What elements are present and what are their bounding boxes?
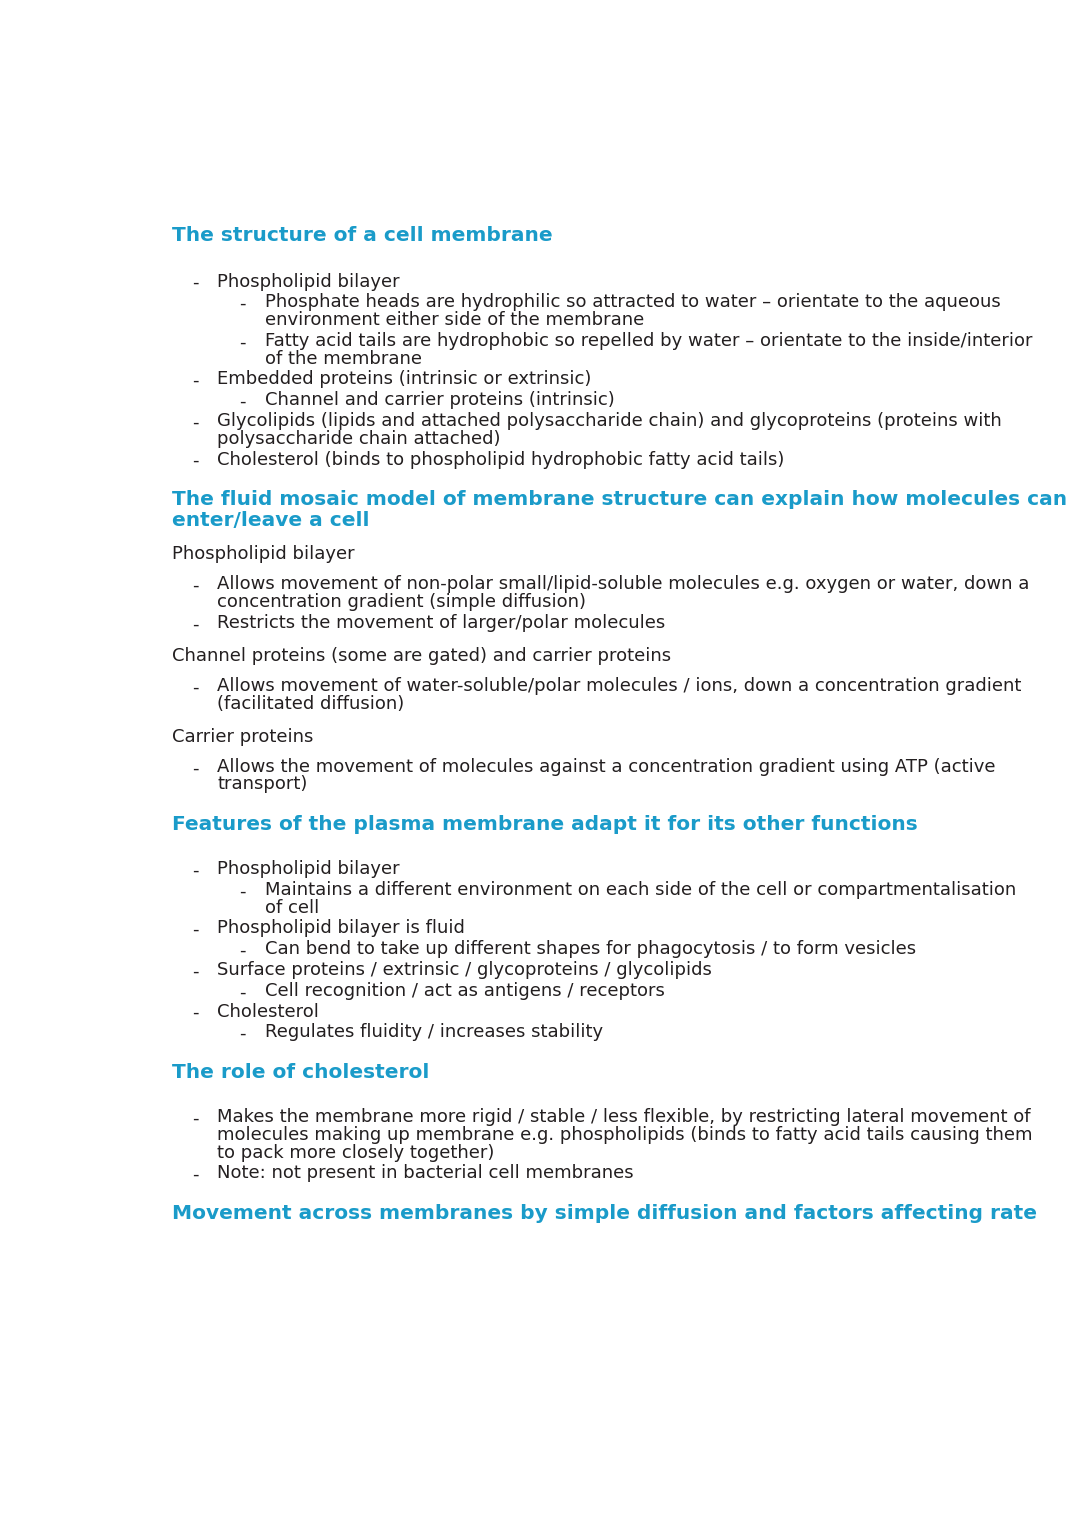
Text: to pack more closely together): to pack more closely together) xyxy=(217,1143,495,1161)
Text: -: - xyxy=(239,984,245,1001)
Text: The role of cholesterol: The role of cholesterol xyxy=(172,1062,429,1082)
Text: Carrier proteins: Carrier proteins xyxy=(172,727,313,746)
Text: Phosphate heads are hydrophilic so attracted to water – orientate to the aqueous: Phosphate heads are hydrophilic so attra… xyxy=(265,293,1000,312)
Text: -: - xyxy=(192,1109,199,1128)
Text: -: - xyxy=(239,1025,245,1044)
Text: -: - xyxy=(192,414,199,431)
Text: Features of the plasma membrane adapt it for its other functions: Features of the plasma membrane adapt it… xyxy=(172,814,918,834)
Text: Maintains a different environment on each side of the cell or compartmentalisati: Maintains a different environment on eac… xyxy=(265,882,1016,898)
Text: Channel proteins (some are gated) and carrier proteins: Channel proteins (some are gated) and ca… xyxy=(172,646,671,665)
Text: transport): transport) xyxy=(217,776,308,793)
Text: Phospholipid bilayer: Phospholipid bilayer xyxy=(172,545,354,564)
Text: -: - xyxy=(192,371,199,390)
Text: Surface proteins / extrinsic / glycoproteins / glycolipids: Surface proteins / extrinsic / glycoprot… xyxy=(217,961,712,979)
Text: Phospholipid bilayer: Phospholipid bilayer xyxy=(217,860,400,879)
Text: concentration gradient (simple diffusion): concentration gradient (simple diffusion… xyxy=(217,593,586,611)
Text: Cholesterol (binds to phospholipid hydrophobic fatty acid tails): Cholesterol (binds to phospholipid hydro… xyxy=(217,451,784,469)
Text: Allows the movement of molecules against a concentration gradient using ATP (act: Allows the movement of molecules against… xyxy=(217,758,996,776)
Text: -: - xyxy=(192,963,199,981)
Text: -: - xyxy=(192,274,199,292)
Text: -: - xyxy=(239,941,245,960)
Text: -: - xyxy=(192,1166,199,1184)
Text: Regulates fluidity / increases stability: Regulates fluidity / increases stability xyxy=(265,1024,603,1042)
Text: enter/leave a cell: enter/leave a cell xyxy=(172,510,369,530)
Text: Makes the membrane more rigid / stable / less flexible, by restricting lateral m: Makes the membrane more rigid / stable /… xyxy=(217,1108,1030,1126)
Text: of cell: of cell xyxy=(265,898,319,917)
Text: Restricts the movement of larger/polar molecules: Restricts the movement of larger/polar m… xyxy=(217,614,665,631)
Text: Phospholipid bilayer is fluid: Phospholipid bilayer is fluid xyxy=(217,920,464,938)
Text: -: - xyxy=(239,333,245,351)
Text: of the membrane: of the membrane xyxy=(265,350,421,368)
Text: -: - xyxy=(239,883,245,900)
Text: -: - xyxy=(192,759,199,778)
Text: Channel and carrier proteins (intrinsic): Channel and carrier proteins (intrinsic) xyxy=(265,391,615,410)
Text: Cell recognition / act as antigens / receptors: Cell recognition / act as antigens / rec… xyxy=(265,983,664,999)
Text: (facilitated diffusion): (facilitated diffusion) xyxy=(217,695,404,712)
Text: -: - xyxy=(192,921,199,940)
Text: Glycolipids (lipids and attached polysaccharide chain) and glycoproteins (protei: Glycolipids (lipids and attached polysac… xyxy=(217,413,1002,429)
Text: -: - xyxy=(239,295,245,313)
Text: -: - xyxy=(192,616,199,633)
Text: -: - xyxy=(192,452,199,471)
Text: Movement across membranes by simple diffusion and factors affecting rate: Movement across membranes by simple diff… xyxy=(172,1204,1037,1222)
Text: Phospholipid bilayer: Phospholipid bilayer xyxy=(217,272,400,290)
Text: -: - xyxy=(192,1004,199,1022)
Text: -: - xyxy=(239,393,245,411)
Text: The structure of a cell membrane: The structure of a cell membrane xyxy=(172,226,553,244)
Text: polysaccharide chain attached): polysaccharide chain attached) xyxy=(217,429,500,448)
Text: Fatty acid tails are hydrophobic so repelled by water – orientate to the inside/: Fatty acid tails are hydrophobic so repe… xyxy=(265,332,1032,350)
Text: -: - xyxy=(192,862,199,880)
Text: Note: not present in bacterial cell membranes: Note: not present in bacterial cell memb… xyxy=(217,1164,634,1183)
Text: -: - xyxy=(192,578,199,594)
Text: environment either side of the membrane: environment either side of the membrane xyxy=(265,312,644,329)
Text: Can bend to take up different shapes for phagocytosis / to form vesicles: Can bend to take up different shapes for… xyxy=(265,940,916,958)
Text: Cholesterol: Cholesterol xyxy=(217,1002,319,1021)
Text: Allows movement of non-polar small/lipid-soluble molecules e.g. oxygen or water,: Allows movement of non-polar small/lipid… xyxy=(217,575,1029,593)
Text: -: - xyxy=(192,678,199,697)
Text: Embedded proteins (intrinsic or extrinsic): Embedded proteins (intrinsic or extrinsi… xyxy=(217,370,592,388)
Text: Allows movement of water-soluble/polar molecules / ions, down a concentration gr: Allows movement of water-soluble/polar m… xyxy=(217,677,1022,695)
Text: The fluid mosaic model of membrane structure can explain how molecules can: The fluid mosaic model of membrane struc… xyxy=(172,490,1067,509)
Text: molecules making up membrane e.g. phospholipids (binds to fatty acid tails causi: molecules making up membrane e.g. phosph… xyxy=(217,1126,1032,1144)
